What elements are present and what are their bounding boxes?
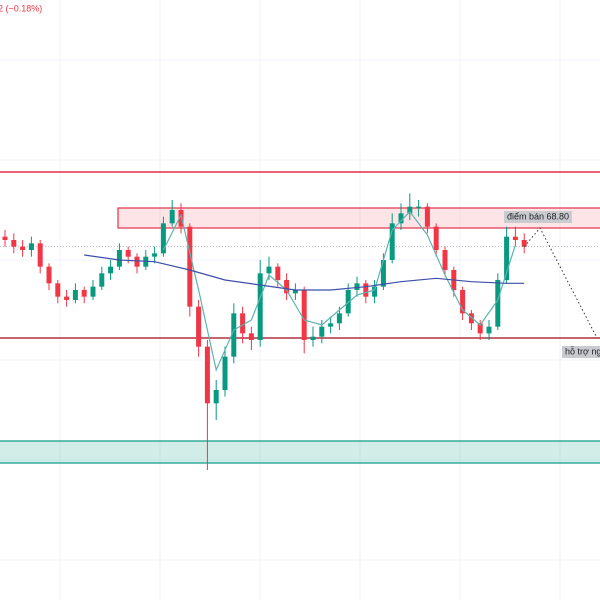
moving-average (84, 254, 525, 291)
candle-body (90, 286, 96, 297)
candle-body (160, 223, 166, 254)
candle-body (468, 313, 474, 324)
candle-body (336, 313, 342, 324)
candle-body (196, 306, 202, 347)
candle-body (275, 266, 281, 280)
candle-body (398, 213, 404, 224)
candle-body (477, 323, 483, 334)
candle-body (64, 296, 70, 300)
candle-body (380, 260, 386, 287)
candle-body (433, 226, 439, 250)
candle-body (222, 356, 228, 390)
candle-body (354, 283, 360, 290)
candle-body (442, 250, 448, 270)
header-change: 2 (−0.18%) (0, 3, 42, 13)
sell-label-bg (504, 211, 573, 223)
demand-zone (0, 440, 600, 464)
candle-body (125, 250, 131, 257)
candle-body (28, 243, 34, 250)
candle-body (2, 236, 8, 240)
candle-body (310, 336, 316, 340)
candle-body (424, 206, 430, 227)
candle-body (108, 266, 114, 274)
sell-zone (117, 207, 600, 229)
candle-body (99, 273, 105, 287)
candle-body (81, 290, 87, 297)
candle-body (486, 326, 492, 334)
candle-body (134, 256, 140, 267)
candle-body (284, 280, 290, 294)
candle-body (204, 346, 210, 404)
candle-body (372, 286, 378, 297)
candle-body (521, 240, 527, 247)
sell-label: điểm bán 68.80 (507, 211, 569, 221)
candle-body (292, 290, 298, 294)
candle-body (213, 390, 219, 404)
candle-body (55, 283, 61, 297)
candle-body (46, 266, 52, 284)
candle-body (301, 290, 307, 340)
candle-body (319, 326, 325, 337)
support-label-bg (562, 346, 600, 358)
candle-body (152, 253, 158, 257)
candle-body (345, 290, 351, 314)
candle-body (266, 266, 272, 274)
moving-average (162, 210, 516, 372)
candle-body (178, 210, 184, 227)
candle-body (504, 236, 510, 280)
candle-body (363, 283, 369, 297)
candle-body (20, 246, 26, 250)
candle-body (512, 236, 518, 240)
candle-body (116, 250, 122, 267)
candle-body (240, 313, 246, 334)
candle-body (72, 290, 78, 300)
support-label: hỗ trợ ng (565, 346, 600, 356)
candle-body (328, 323, 334, 327)
candle-body (11, 240, 17, 247)
candle-body (169, 210, 175, 224)
candle-body (495, 280, 501, 327)
candle-body (407, 206, 413, 214)
candle-body (416, 206, 422, 208)
candle-body (389, 223, 395, 260)
projection-path (523, 227, 598, 339)
candle-body (257, 273, 263, 340)
candle-body (37, 243, 43, 267)
candle-body (248, 333, 254, 340)
candle-body (231, 313, 237, 357)
candle-body (460, 290, 466, 314)
candle-body (187, 226, 193, 307)
